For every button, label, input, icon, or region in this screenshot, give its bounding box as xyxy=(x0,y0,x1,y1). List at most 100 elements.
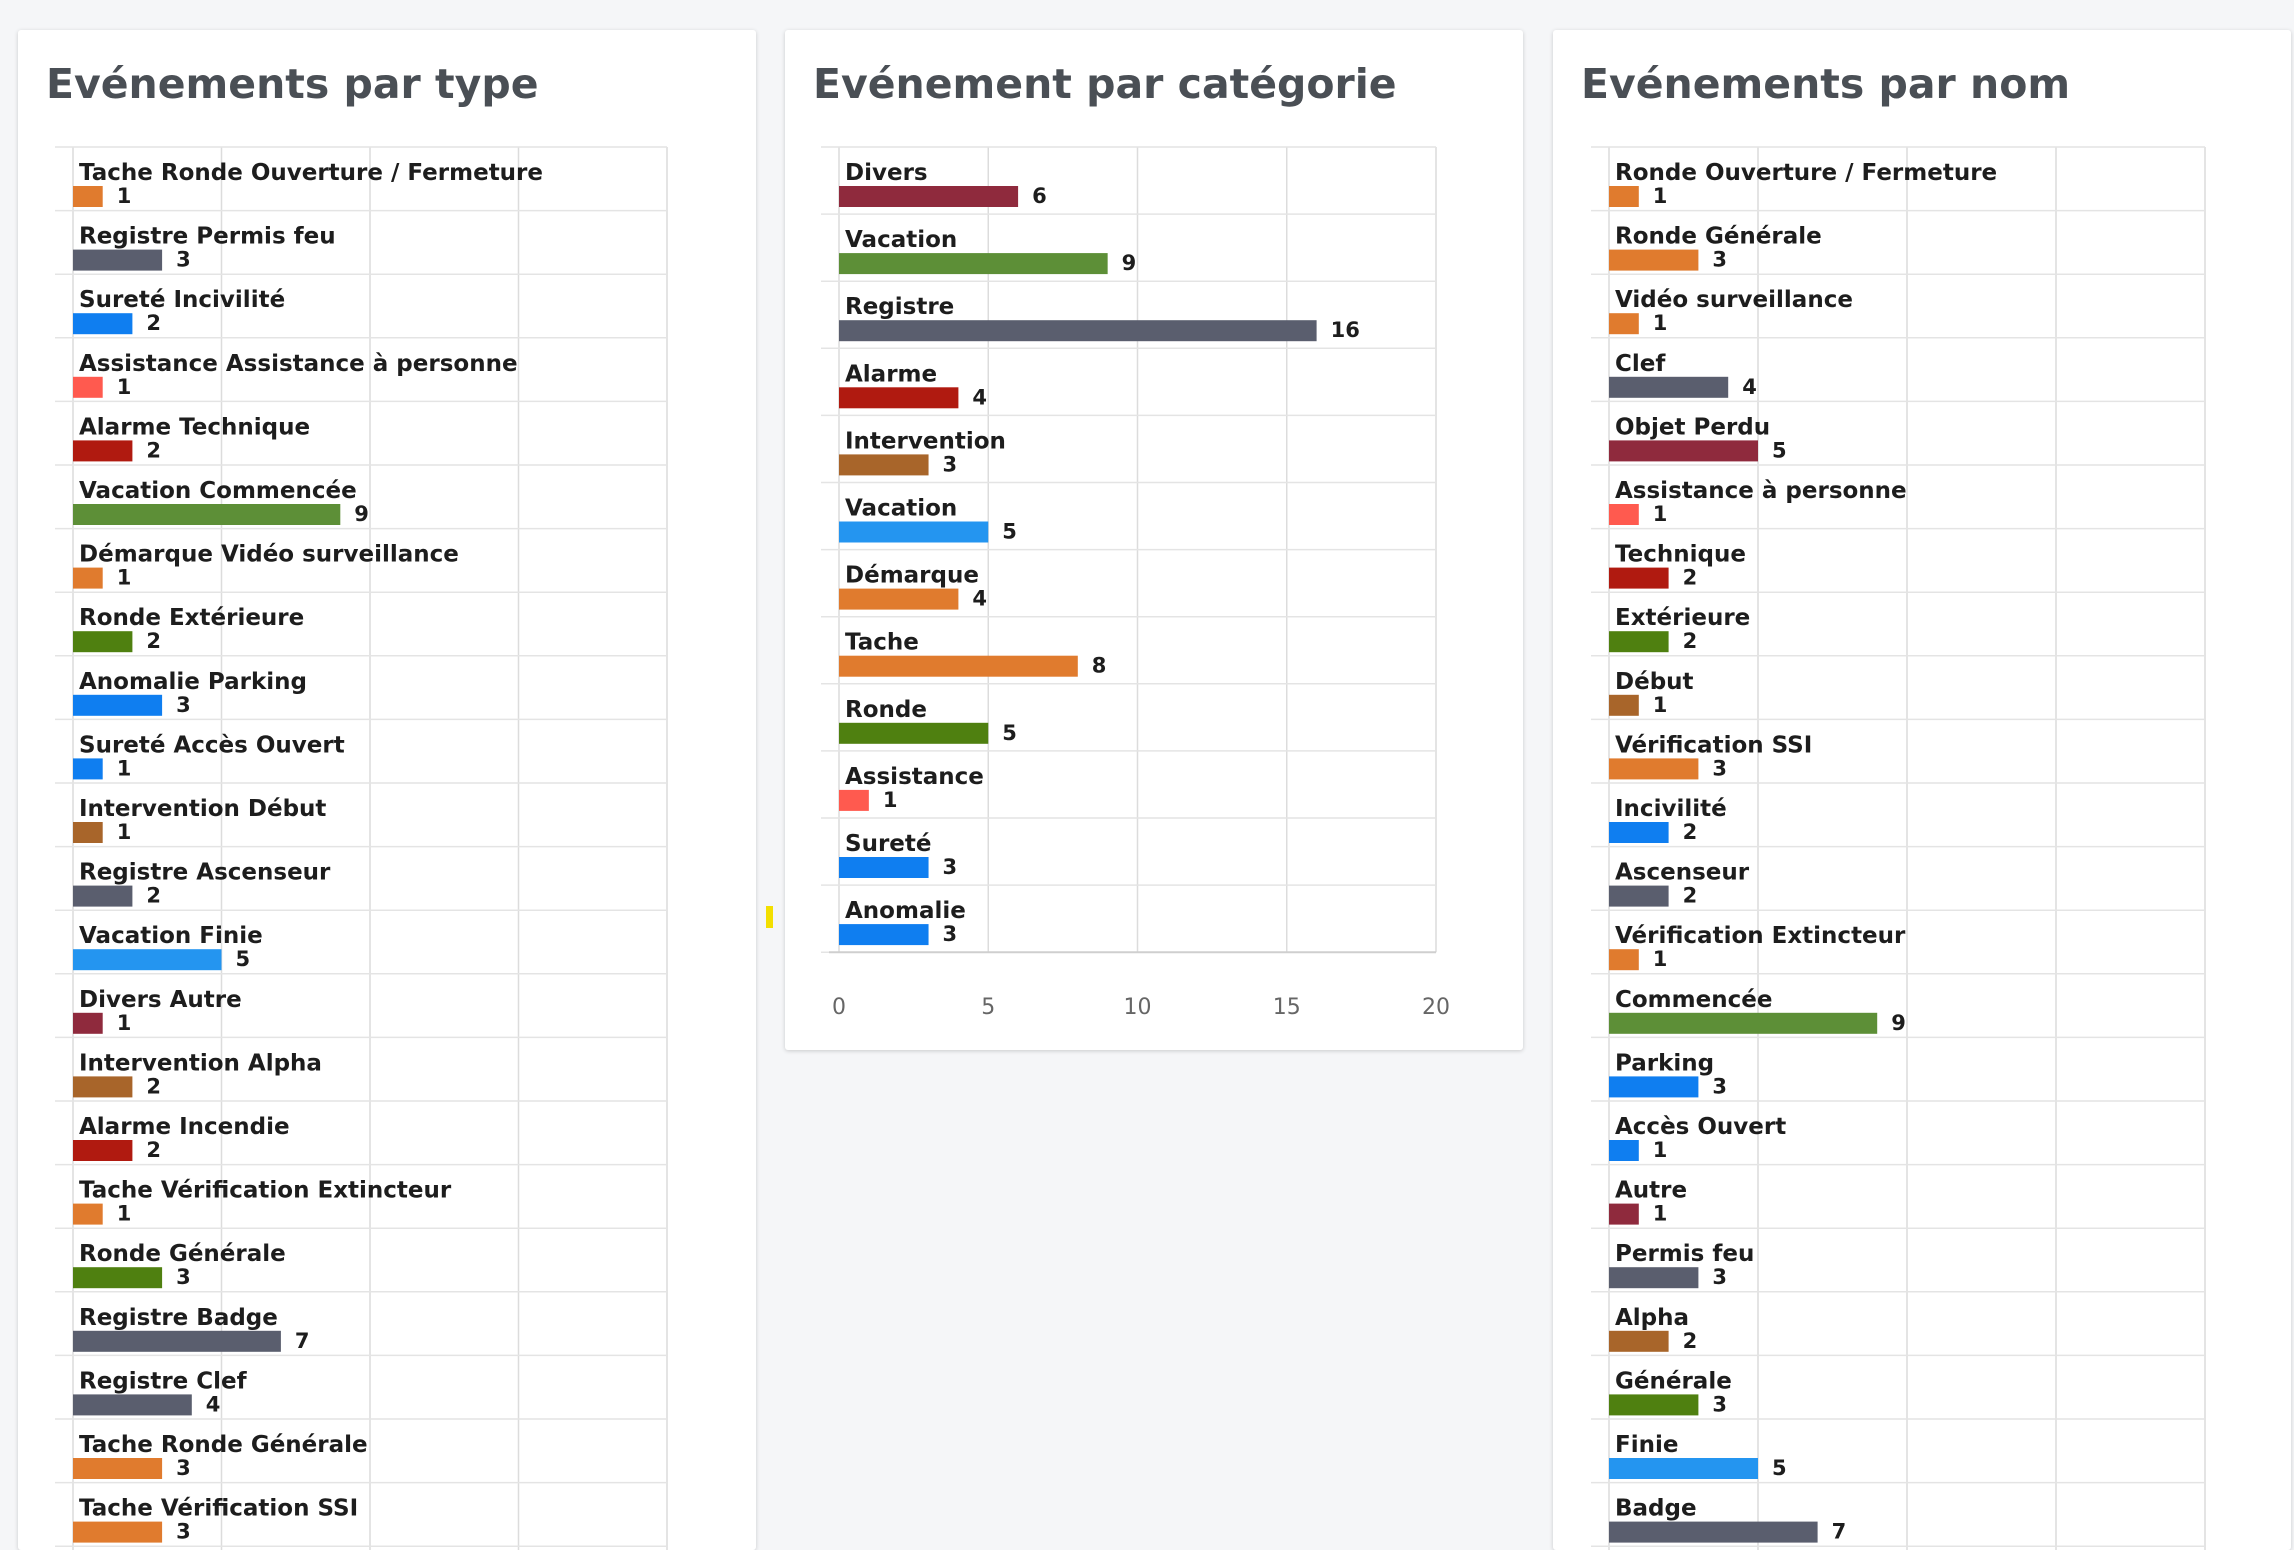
category-label: Vacation xyxy=(845,496,957,522)
scroll-marker xyxy=(766,906,773,928)
value-label: 4 xyxy=(972,587,987,611)
category-label: Intervention Alpha xyxy=(79,1050,322,1076)
value-label: 5 xyxy=(1002,520,1017,544)
bar xyxy=(73,949,222,971)
value-label: 9 xyxy=(354,502,369,526)
category-label: Incivilité xyxy=(1615,796,1727,822)
category-label: Vacation Commencée xyxy=(79,478,357,504)
bar xyxy=(839,454,929,476)
bar xyxy=(73,1267,163,1289)
category-label: Vidéo surveillance xyxy=(1615,287,1853,313)
x-tick-label: 0 xyxy=(832,995,846,1020)
value-label: 1 xyxy=(1653,693,1668,717)
bar-chart-events-by-type: Tache Ronde Ouverture / Fermeture1Regist… xyxy=(55,146,668,1550)
value-label: 2 xyxy=(146,629,161,653)
category-label: Ronde Ouverture / Fermeture xyxy=(1615,160,1997,186)
value-label: 3 xyxy=(1712,1265,1727,1289)
category-label: Accès Ouvert xyxy=(1615,1114,1786,1140)
category-label: Ronde Extérieure xyxy=(79,605,304,631)
value-label: 8 xyxy=(1092,654,1107,678)
bar xyxy=(839,588,959,610)
category-label: Tache Vérification SSI xyxy=(79,1496,358,1522)
bar xyxy=(73,1012,103,1034)
value-label: 1 xyxy=(117,375,132,399)
bar xyxy=(73,1394,192,1416)
category-label: Assistance à personne xyxy=(1615,478,1907,504)
category-label: Registre xyxy=(845,294,954,320)
value-label: 3 xyxy=(943,855,958,879)
category-label: Alarme xyxy=(845,361,937,387)
value-label: 2 xyxy=(146,1138,161,1162)
category-label: Alpha xyxy=(1615,1305,1689,1331)
bar xyxy=(1609,1330,1669,1352)
bar xyxy=(73,376,103,398)
bar xyxy=(1609,1012,1878,1034)
value-label: 5 xyxy=(1772,438,1787,462)
chart-card-events-by-type: Evénements par type Tache Ronde Ouvertur… xyxy=(18,30,756,1550)
category-label: Intervention Début xyxy=(79,796,326,822)
bar xyxy=(73,186,103,207)
category-label: Extérieure xyxy=(1615,605,1750,631)
bar xyxy=(839,186,1019,207)
value-label: 9 xyxy=(1122,251,1137,275)
category-label: Ascenseur xyxy=(1615,860,1750,886)
category-label: Commencée xyxy=(1615,987,1772,1013)
bar xyxy=(1609,758,1699,780)
value-label: 2 xyxy=(1683,1329,1698,1353)
bar xyxy=(1609,504,1639,525)
value-label: 4 xyxy=(972,385,987,409)
bar xyxy=(1609,694,1639,716)
category-label: Tache xyxy=(845,630,919,656)
bar xyxy=(73,313,133,335)
category-label: Badge xyxy=(1615,1496,1697,1522)
value-label: 3 xyxy=(176,1265,191,1289)
bar xyxy=(839,521,989,543)
category-label: Sureté xyxy=(845,831,931,857)
category-label: Ronde Générale xyxy=(79,1241,286,1267)
value-label: 3 xyxy=(176,1520,191,1544)
value-label: 3 xyxy=(176,1456,191,1480)
value-label: 1 xyxy=(1653,502,1668,526)
bar xyxy=(1609,313,1639,335)
category-label: Objet Perdu xyxy=(1615,414,1770,440)
category-label: Vérification SSI xyxy=(1615,732,1812,758)
bar xyxy=(1609,885,1669,907)
bar xyxy=(839,253,1108,275)
bar xyxy=(73,504,341,525)
gridlines xyxy=(55,146,668,1550)
bar xyxy=(839,722,989,744)
bar xyxy=(73,1140,133,1161)
category-label: Divers Autre xyxy=(79,987,242,1013)
bar xyxy=(839,857,929,878)
category-label: Sureté Accès Ouvert xyxy=(79,732,345,758)
bar xyxy=(839,789,869,811)
value-label: 1 xyxy=(117,820,132,844)
bar xyxy=(1609,631,1669,653)
bar xyxy=(1609,567,1669,589)
value-label: 2 xyxy=(1683,629,1698,653)
category-label: Registre Clef xyxy=(79,1368,248,1394)
category-label: Clef xyxy=(1615,351,1666,377)
value-label: 4 xyxy=(1742,375,1757,399)
bar xyxy=(73,567,103,589)
bar xyxy=(73,1458,163,1479)
value-label: 16 xyxy=(1331,318,1360,342)
value-label: 2 xyxy=(1683,884,1698,908)
value-label: 7 xyxy=(295,1329,310,1353)
x-tick-label: 5 xyxy=(981,995,995,1020)
bar xyxy=(839,387,959,409)
value-label: 3 xyxy=(176,248,191,272)
bar xyxy=(73,758,103,780)
bar xyxy=(1609,186,1639,207)
value-label: 5 xyxy=(236,947,251,971)
value-label: 6 xyxy=(1032,184,1047,208)
value-label: 1 xyxy=(1653,311,1668,335)
category-label: Démarque xyxy=(845,563,979,589)
chart-title: Evénements par type xyxy=(46,60,539,108)
value-label: 2 xyxy=(1683,566,1698,590)
value-label: 1 xyxy=(1653,1202,1668,1226)
value-label: 1 xyxy=(883,788,898,812)
gridlines xyxy=(1591,146,2206,1550)
bar xyxy=(1609,1267,1699,1289)
